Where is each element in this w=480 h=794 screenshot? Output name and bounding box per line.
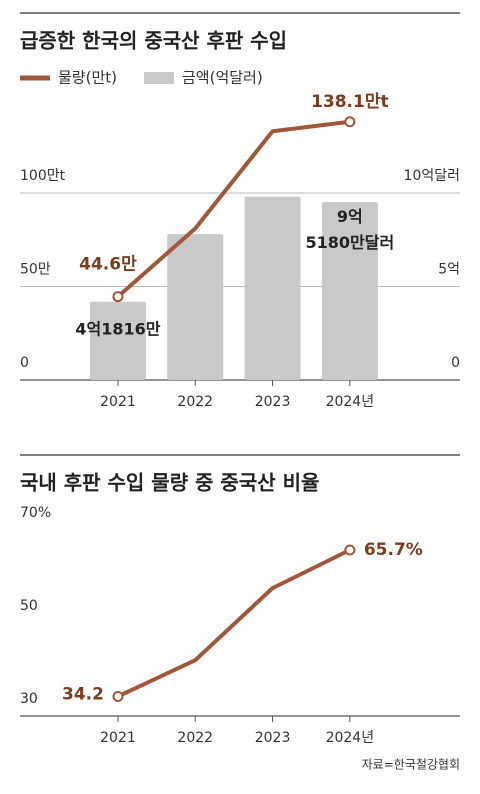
x-tick-label: 2022 <box>177 730 213 746</box>
x-tick-label: 2023 <box>255 730 291 746</box>
y-tick-label: 30 <box>20 691 38 707</box>
y2-tick-label: 0 <box>451 355 460 371</box>
source: 자료=한국철강협회 <box>362 758 460 772</box>
value-label: 4억1816만 <box>75 319 160 338</box>
x-tick-label: 2024년 <box>326 730 375 746</box>
value-label: 44.6만 <box>79 255 137 275</box>
y2-tick-label: 10억달러 <box>404 168 460 184</box>
value-label: 34.2 <box>62 684 104 704</box>
y-tick-label: 50 <box>20 598 38 614</box>
bar <box>244 196 301 380</box>
chart-title: 국내 후판 수입 물량 중 중국산 비율 <box>20 471 319 495</box>
y-tick-label: 100만t <box>20 168 66 184</box>
x-tick-label: 2023 <box>255 394 291 410</box>
y-tick-label: 50만 <box>20 262 51 278</box>
x-tick-label: 2022 <box>177 394 213 410</box>
x-tick-label: 2021 <box>100 394 136 410</box>
point <box>112 291 124 303</box>
bar <box>321 202 378 380</box>
bar <box>167 234 224 380</box>
legend-swatch <box>144 72 174 84</box>
legend-label: 금액(억달러) <box>182 69 263 87</box>
point <box>112 690 124 702</box>
bar <box>89 301 146 380</box>
x-tick-label: 2021 <box>100 730 136 746</box>
value-label: 65.7% <box>364 540 423 560</box>
y-tick-label: 70% <box>20 505 51 521</box>
chart-title: 급증한 한국의 중국산 후판 수입 <box>20 29 287 53</box>
x-tick-label: 2024년 <box>326 394 375 410</box>
y2-tick-label: 5억 <box>438 262 460 278</box>
point <box>344 544 356 556</box>
line <box>116 119 351 299</box>
y-tick-label: 0 <box>20 355 29 371</box>
value-label: 138.1만t <box>311 92 389 112</box>
line <box>117 548 351 699</box>
point <box>344 116 356 128</box>
legend-label: 물량(만t) <box>58 69 117 87</box>
value-label: 9억 5180만달러 <box>305 207 395 252</box>
